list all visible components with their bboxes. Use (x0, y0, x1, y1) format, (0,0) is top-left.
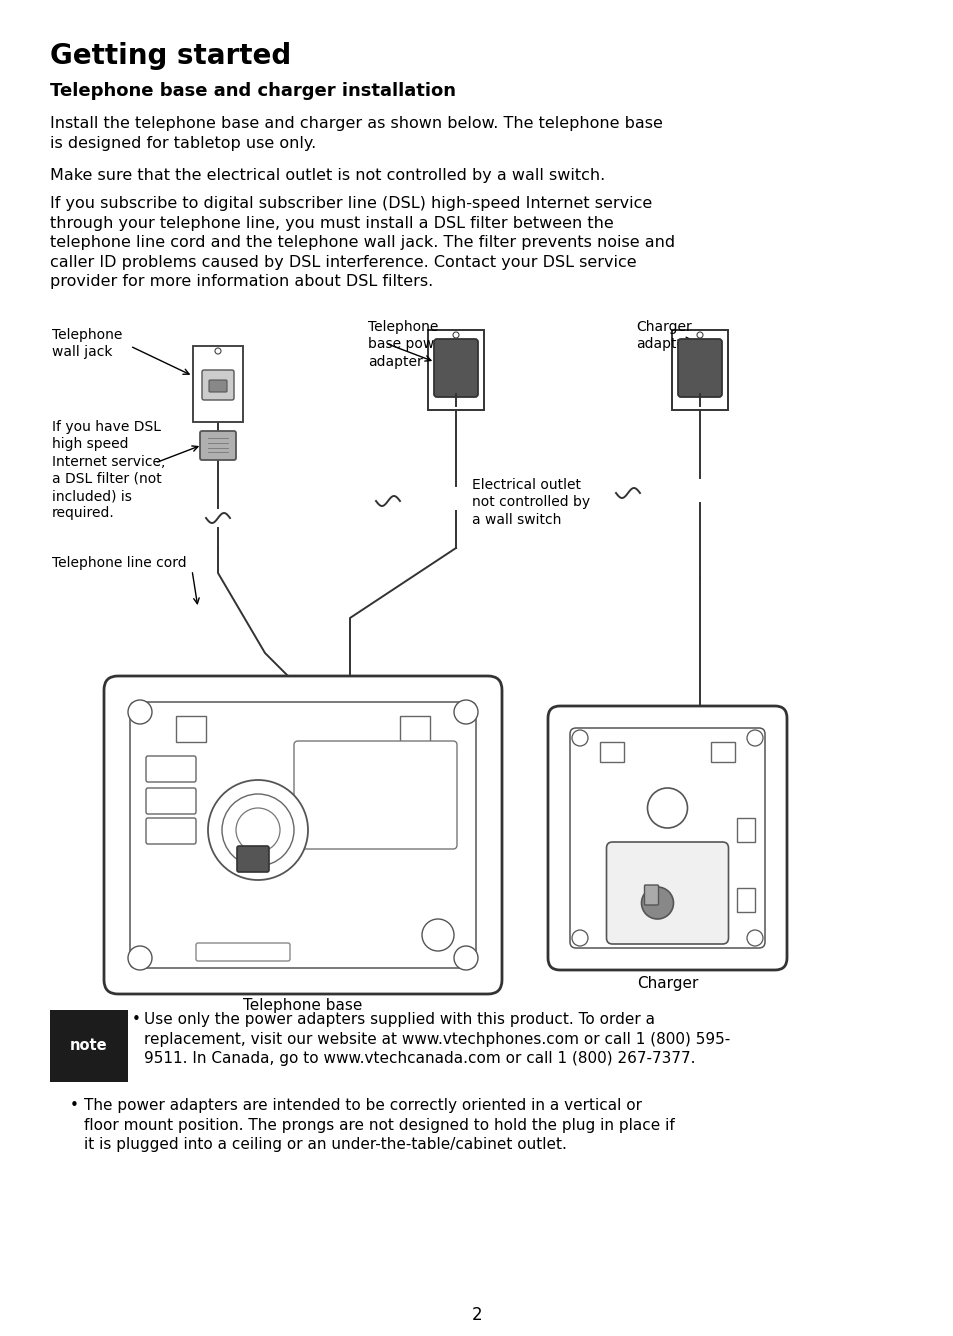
FancyBboxPatch shape (737, 818, 754, 842)
Text: Telephone
wall jack: Telephone wall jack (52, 329, 122, 359)
FancyBboxPatch shape (236, 846, 269, 872)
Circle shape (640, 887, 673, 919)
FancyBboxPatch shape (104, 676, 501, 994)
FancyBboxPatch shape (195, 943, 290, 961)
Text: Charger: Charger (637, 977, 698, 991)
Circle shape (208, 780, 308, 880)
Text: •: • (70, 1098, 79, 1113)
FancyBboxPatch shape (294, 741, 456, 848)
FancyBboxPatch shape (193, 346, 243, 422)
Circle shape (572, 729, 587, 745)
FancyBboxPatch shape (737, 888, 754, 912)
Text: If you subscribe to digital subscriber line (DSL) high-speed Internet service
th: If you subscribe to digital subscriber l… (50, 196, 675, 289)
Circle shape (128, 700, 152, 724)
FancyBboxPatch shape (569, 728, 764, 949)
Circle shape (235, 808, 280, 852)
FancyBboxPatch shape (399, 716, 430, 741)
Circle shape (746, 930, 762, 946)
Circle shape (572, 930, 587, 946)
Text: The power adapters are intended to be correctly oriented in a vertical or
floor : The power adapters are intended to be co… (84, 1098, 674, 1152)
FancyBboxPatch shape (209, 379, 227, 391)
FancyBboxPatch shape (146, 756, 195, 782)
FancyBboxPatch shape (671, 330, 727, 410)
Circle shape (697, 333, 702, 338)
FancyBboxPatch shape (175, 716, 206, 741)
FancyBboxPatch shape (434, 339, 477, 397)
FancyBboxPatch shape (200, 432, 235, 460)
Text: If you have DSL
high speed
Internet service,
a DSL filter (not
included) is
requ: If you have DSL high speed Internet serv… (52, 420, 165, 521)
FancyBboxPatch shape (146, 788, 195, 814)
Text: •: • (132, 1011, 141, 1027)
Circle shape (454, 946, 477, 970)
Text: Charger
adapter: Charger adapter (636, 321, 691, 351)
FancyBboxPatch shape (547, 705, 786, 970)
FancyBboxPatch shape (599, 741, 623, 762)
FancyBboxPatch shape (644, 884, 658, 904)
Text: 2: 2 (471, 1307, 482, 1324)
Circle shape (746, 729, 762, 745)
Circle shape (454, 700, 477, 724)
Circle shape (222, 794, 294, 866)
FancyBboxPatch shape (606, 842, 728, 945)
Circle shape (128, 946, 152, 970)
Text: Telephone base: Telephone base (243, 998, 362, 1013)
FancyBboxPatch shape (130, 701, 476, 969)
Text: Use only the power adapters supplied with this product. To order a
replacement, : Use only the power adapters supplied wit… (144, 1011, 729, 1066)
Circle shape (421, 919, 454, 951)
Text: Getting started: Getting started (50, 41, 291, 69)
FancyBboxPatch shape (202, 370, 233, 399)
Circle shape (214, 347, 221, 354)
Text: note: note (71, 1038, 108, 1054)
Text: Telephone
base power
adapter: Telephone base power adapter (368, 321, 448, 369)
FancyBboxPatch shape (146, 818, 195, 844)
FancyBboxPatch shape (50, 1010, 128, 1082)
Text: Install the telephone base and charger as shown below. The telephone base
is des: Install the telephone base and charger a… (50, 116, 662, 151)
Text: Telephone line cord: Telephone line cord (52, 556, 187, 570)
Circle shape (453, 333, 458, 338)
Text: Electrical outlet
not controlled by
a wall switch: Electrical outlet not controlled by a wa… (472, 478, 590, 526)
FancyBboxPatch shape (678, 339, 721, 397)
Text: Telephone base and charger installation: Telephone base and charger installation (50, 81, 456, 100)
Text: Make sure that the electrical outlet is not controlled by a wall switch.: Make sure that the electrical outlet is … (50, 168, 604, 183)
FancyBboxPatch shape (428, 330, 483, 410)
FancyBboxPatch shape (710, 741, 734, 762)
Circle shape (647, 788, 687, 828)
